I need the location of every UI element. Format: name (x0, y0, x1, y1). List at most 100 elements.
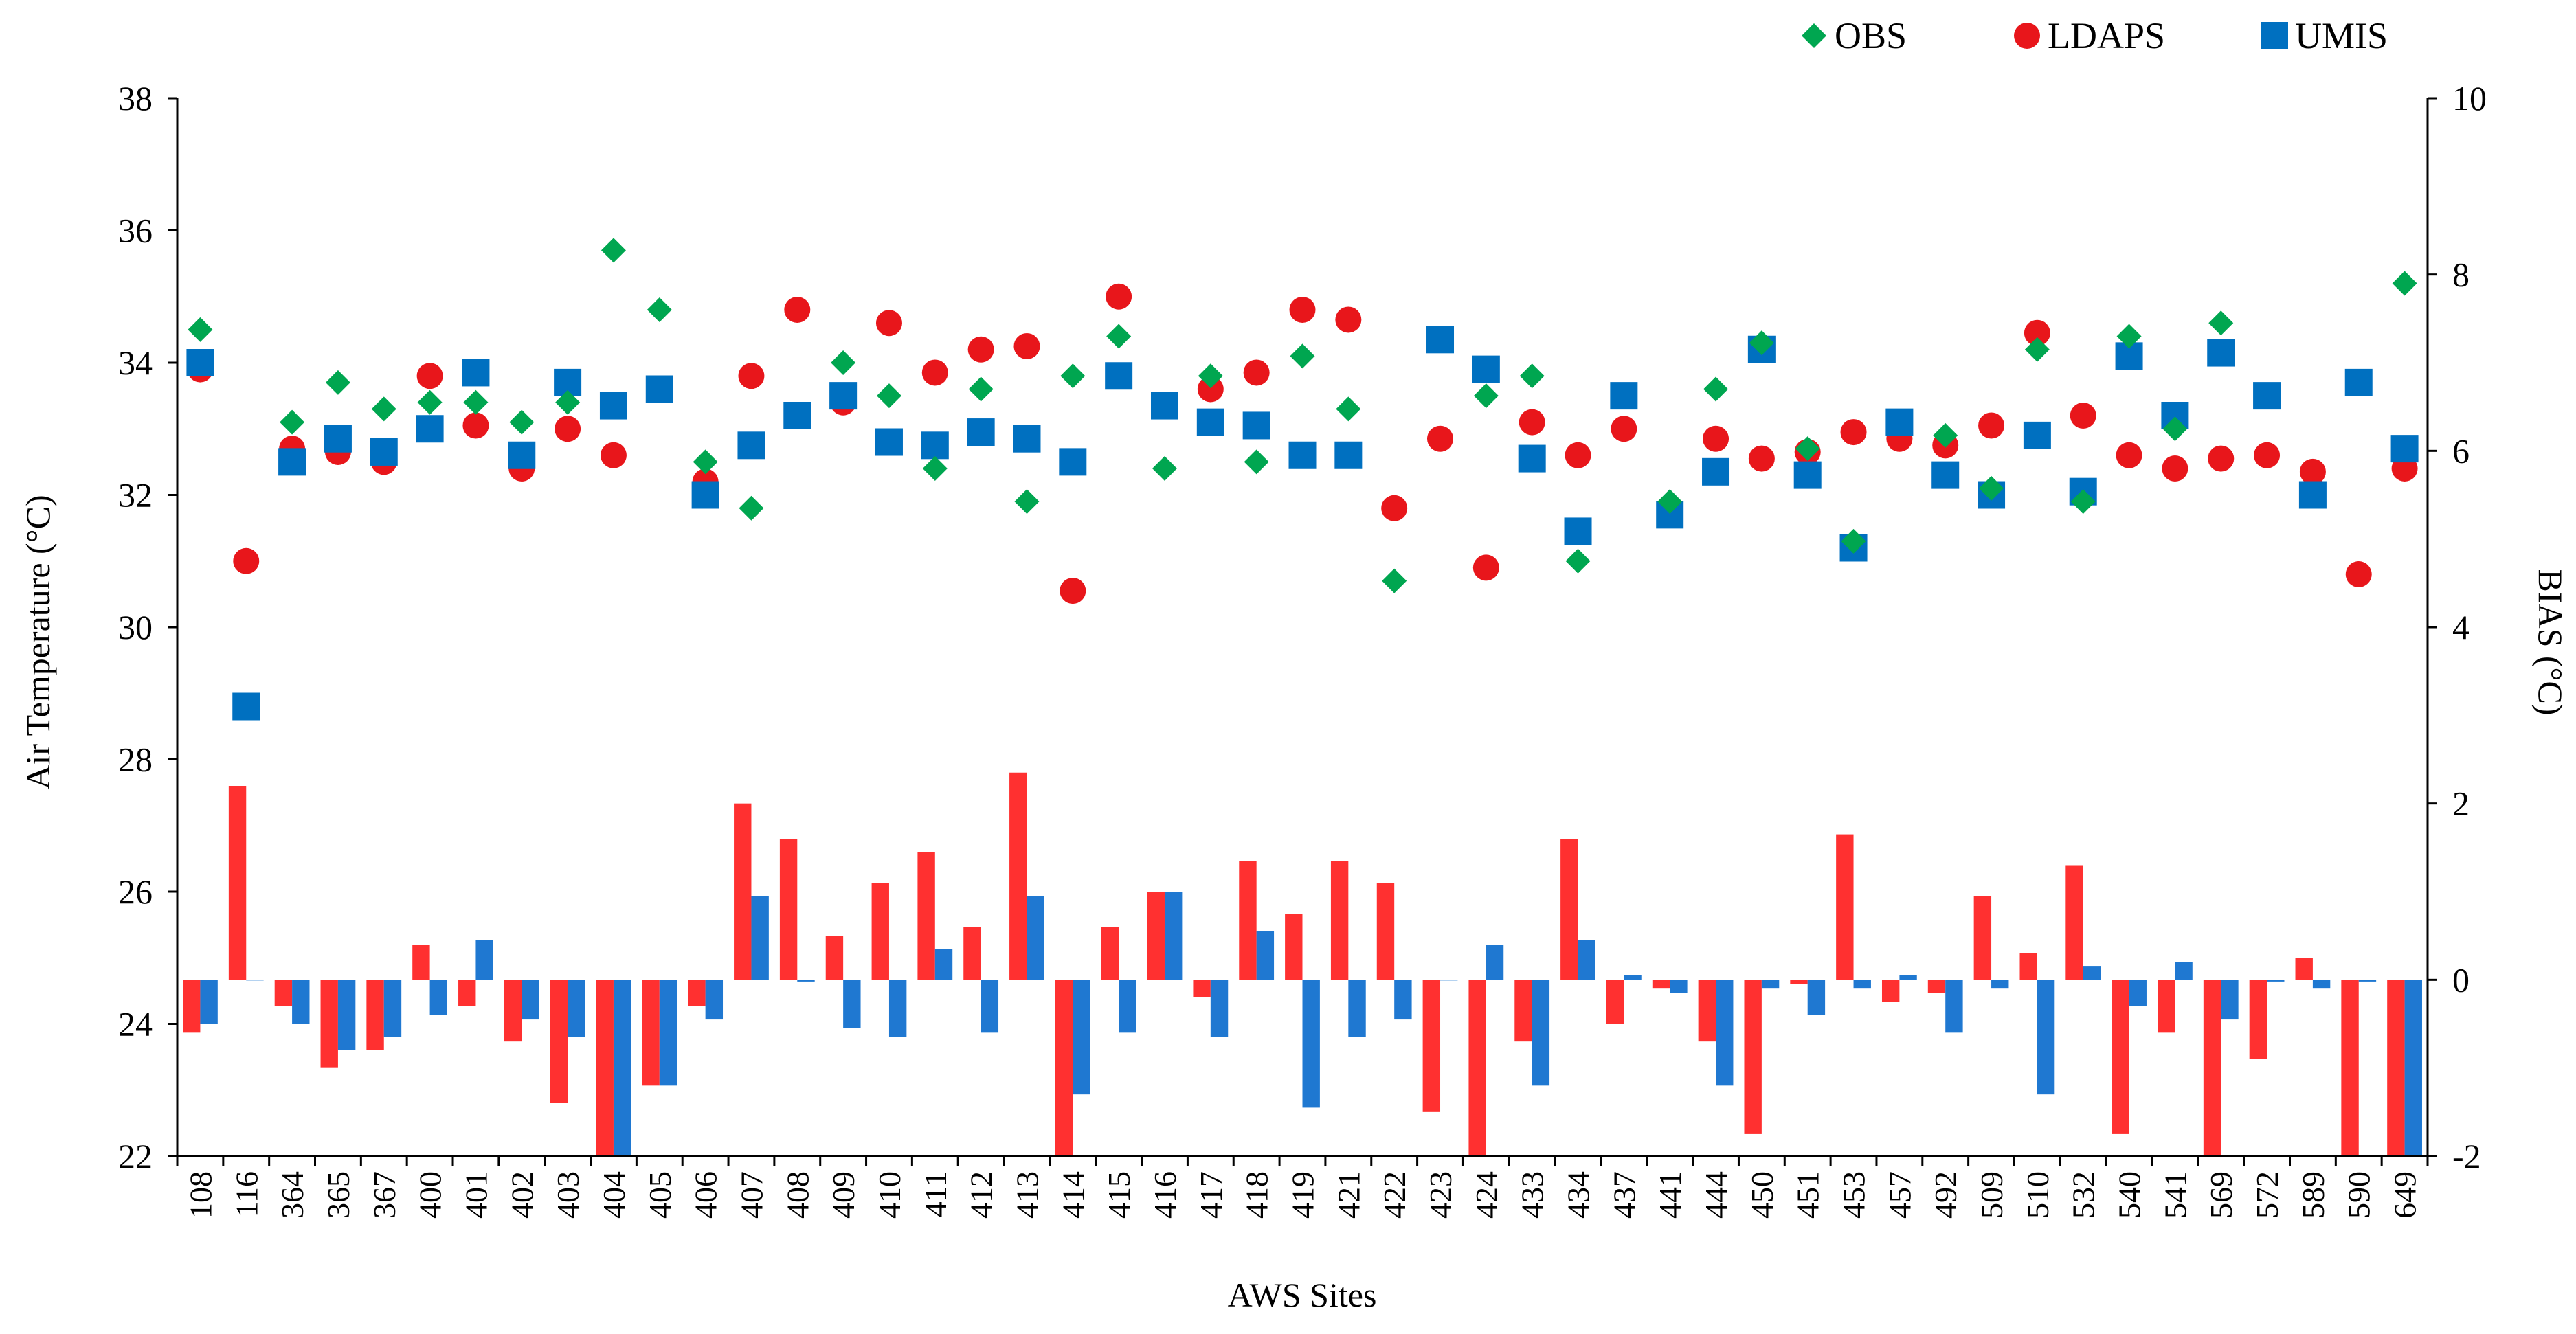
x-tick-label-532: 532 (2066, 1171, 2101, 1219)
x-tick-label-509: 509 (1974, 1171, 2009, 1219)
ldaps-bias-bar-407 (734, 803, 752, 980)
obs-point-415 (1106, 324, 1132, 349)
ldaps-bias-bar-116 (228, 786, 247, 980)
umis-point-411 (921, 431, 949, 460)
y-left-tick-label: 34 (118, 343, 153, 382)
x-tick-label-365: 365 (321, 1171, 356, 1219)
umis-point-434 (1564, 517, 1592, 545)
umis-bias-bar-421 (1348, 980, 1366, 1037)
umis-bias-bar-422 (1394, 980, 1412, 1020)
x-tick-label-402: 402 (504, 1171, 539, 1219)
x-tick-label-437: 437 (1606, 1171, 1642, 1219)
obs-point-411 (922, 456, 948, 481)
y-left-tick-label: 26 (118, 872, 153, 911)
umis-point-408 (783, 402, 811, 429)
x-tick-label-404: 404 (596, 1171, 631, 1219)
x-tick-label-412: 412 (964, 1171, 999, 1219)
x-tick-label-590: 590 (2342, 1171, 2377, 1219)
ldaps-bias-bar-365 (320, 980, 338, 1068)
x-tick-label-418: 418 (1240, 1171, 1275, 1219)
ldaps-bias-bar-492 (1927, 980, 1946, 993)
ldaps-bias-bar-419 (1285, 914, 1303, 980)
ldaps-point-417 (1197, 376, 1224, 403)
x-tick-label-424: 424 (1469, 1171, 1504, 1219)
ldaps-point-116 (233, 547, 260, 574)
x-tick-label-649: 649 (2388, 1171, 2423, 1219)
ldaps-point-407 (738, 363, 765, 389)
x-tick-label-510: 510 (2020, 1171, 2055, 1219)
x-tick-label-441: 441 (1653, 1171, 1688, 1219)
umis-bias-bar-450 (1761, 980, 1780, 989)
umis-bias-bar-453 (1853, 980, 1871, 989)
umis-bias-bar-510 (2037, 980, 2055, 1095)
umis-point-108 (186, 349, 214, 376)
umis-point-572 (2253, 382, 2281, 410)
umis-bias-bar-434 (1578, 940, 1595, 980)
umis-bias-bar-411 (934, 949, 953, 980)
temperature-points (186, 238, 2419, 721)
umis-legend-label: UMIS (2295, 15, 2388, 56)
obs-point-401 (463, 389, 489, 415)
ldaps-bias-bar-421 (1330, 861, 1349, 980)
x-tick-label-416: 416 (1147, 1171, 1183, 1219)
y-left-tick-label: 24 (118, 1005, 153, 1043)
x-tick-label-540: 540 (2112, 1171, 2147, 1219)
x-tick-label-492: 492 (1928, 1171, 1963, 1219)
x-tick-label-450: 450 (1745, 1171, 1780, 1219)
umis-bias-bar-419 (1302, 980, 1320, 1108)
ldaps-bias-bar-509 (1973, 896, 1992, 980)
ldaps-bias-bar-453 (1836, 834, 1854, 980)
umis-point-414 (1059, 448, 1087, 476)
ldaps-legend-marker (2014, 23, 2040, 49)
umis-bias-bar-444 (1716, 980, 1734, 1086)
ldaps-point-437 (1611, 416, 1637, 442)
obs-point-417 (1198, 363, 1223, 389)
umis-bias-bar-403 (568, 980, 585, 1037)
umis-point-415 (1105, 362, 1133, 390)
obs-point-416 (1152, 456, 1177, 481)
ldaps-point-411 (921, 359, 948, 386)
umis-bias-bar-408 (797, 980, 815, 982)
ldaps-bias-bar-457 (1881, 980, 1900, 1002)
umis-legend-marker (2261, 22, 2288, 49)
y-left-tick-label: 28 (118, 741, 153, 779)
ldaps-bias-bar-418 (1239, 861, 1257, 980)
ldaps-bias-bar-434 (1560, 839, 1578, 980)
obs-point-540 (2116, 324, 2142, 349)
ldaps-bias-bar-532 (2065, 865, 2083, 980)
x-tick-label-444: 444 (1699, 1171, 1734, 1219)
y-right-tick-label: 2 (2452, 784, 2469, 823)
ldaps-bias-bar-403 (550, 980, 568, 1103)
umis-bias-bar-415 (1119, 980, 1136, 1033)
obs-point-649 (2392, 271, 2417, 296)
umis-bias-bar-417 (1210, 980, 1229, 1037)
umis-point-406 (691, 481, 719, 509)
ldaps-bias-bar-433 (1514, 980, 1532, 1042)
ldaps-bias-bar-367 (366, 980, 384, 1050)
umis-point-419 (1288, 441, 1317, 469)
ldaps-point-541 (2162, 455, 2188, 482)
x-tick-label-411: 411 (918, 1171, 953, 1217)
umis-bias-bar-400 (429, 980, 447, 1015)
umis-bias-bar-532 (2083, 966, 2101, 980)
ldaps-point-589 (2299, 458, 2326, 485)
umis-bias-bar-424 (1486, 945, 1504, 980)
ldaps-point-423 (1427, 425, 1454, 452)
umis-bias-bar-540 (2129, 980, 2147, 1006)
umis-bias-bar-367 (383, 980, 402, 1037)
umis-point-412 (967, 418, 995, 446)
ldaps-bias-bar-405 (642, 980, 660, 1086)
obs-point-419 (1290, 343, 1315, 369)
obs-point-541 (2162, 416, 2188, 442)
ldaps-bias-bar-410 (871, 883, 889, 980)
umis-bias-bar-451 (1807, 980, 1826, 1015)
umis-point-116 (232, 692, 260, 721)
ldaps-bias-bar-437 (1606, 980, 1624, 1024)
ldaps-bias-bar-541 (2158, 980, 2175, 1033)
umis-point-457 (1885, 408, 1914, 436)
x-tick-label-589: 589 (2296, 1171, 2331, 1219)
obs-point-414 (1060, 363, 1086, 389)
ldaps-bias-bar-423 (1422, 980, 1441, 1112)
y-right-tick-label: 10 (2452, 79, 2487, 117)
obs-point-421 (1336, 396, 1361, 422)
